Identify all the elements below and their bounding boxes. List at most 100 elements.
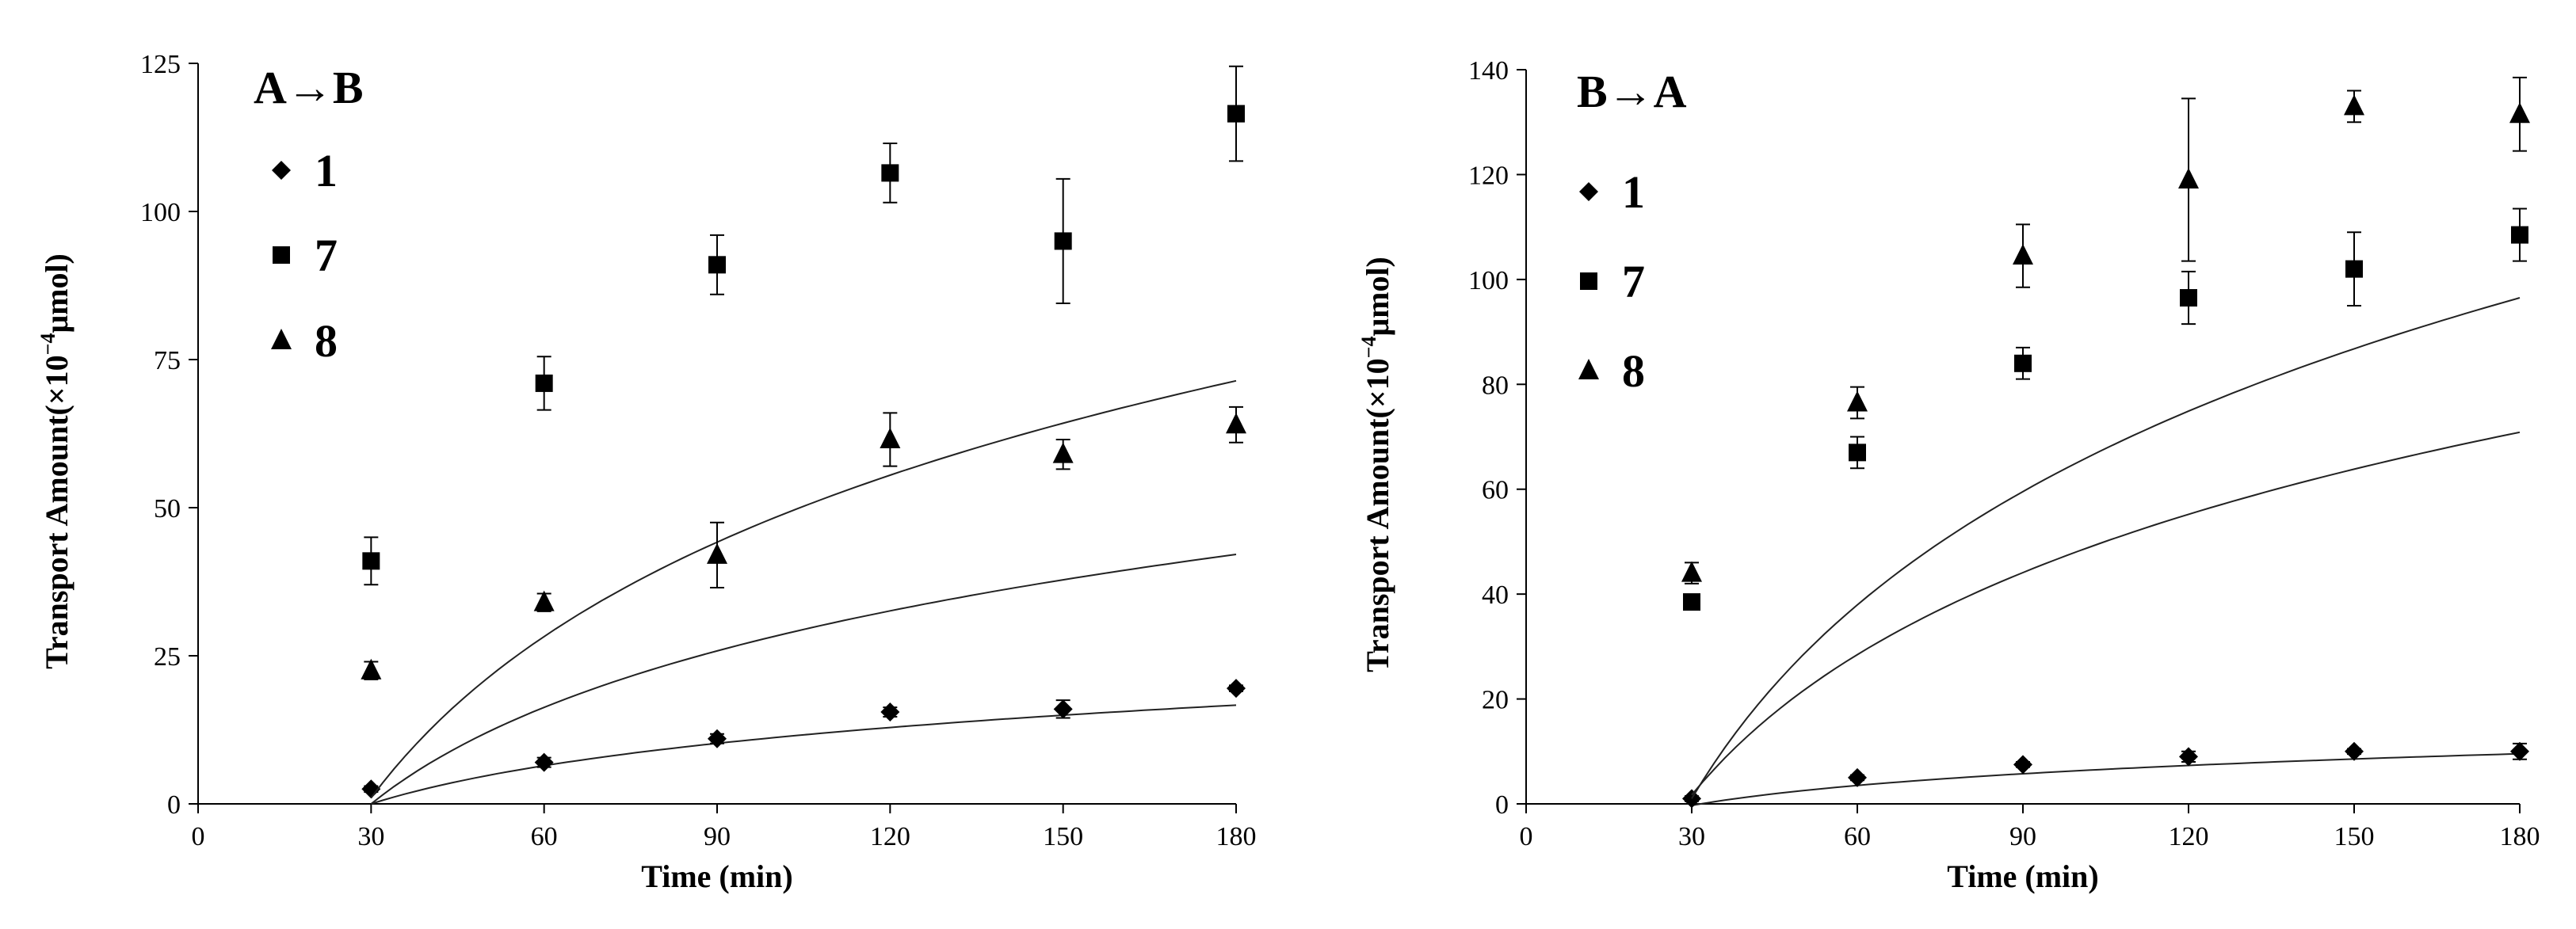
x-tick-label: 180 — [1216, 822, 1257, 851]
legend-label: 1 — [315, 145, 338, 196]
y-tick-label: 100 — [1468, 266, 1509, 295]
y-tick-label: 75 — [154, 346, 181, 375]
series-8 — [1681, 76, 2530, 799]
data-point — [708, 729, 727, 748]
series-1 — [361, 679, 1246, 805]
data-point — [533, 590, 555, 611]
data-point — [362, 552, 380, 570]
series-7 — [1683, 208, 2528, 796]
data-point — [1849, 444, 1866, 462]
x-tick-label: 180 — [2500, 822, 2540, 851]
data-point — [880, 702, 900, 722]
series-1 — [1682, 741, 2529, 809]
legend-label: 7 — [315, 230, 338, 281]
data-point — [361, 779, 381, 799]
y-tick-label: 0 — [1495, 790, 1509, 820]
legend-label: 8 — [315, 315, 338, 367]
legend-marker-square — [1580, 272, 1597, 290]
chart-panel-1: 0 25 50 75 100 125 0 30 60 90 120 150 180 Time (min) T… — [36, 50, 1257, 894]
y-axis-title-exp: −4 — [1357, 337, 1380, 359]
trendline — [371, 704, 1237, 805]
data-point — [1681, 561, 1702, 582]
trendline — [1691, 752, 2521, 806]
legend-marker-triangle — [271, 329, 292, 349]
x-tick-label: 150 — [1043, 822, 1083, 851]
data-point — [708, 256, 726, 274]
y-axis-title-main: Transport Amount( — [39, 405, 74, 669]
series-8 — [361, 405, 1246, 805]
x-tick-label: 120 — [2169, 822, 2209, 851]
y-tick-label: 50 — [154, 494, 181, 524]
data-point — [361, 658, 382, 680]
y-axis-title-x: × — [39, 386, 74, 405]
y-axis-title: Transport Amount(×10−4μmol) — [1357, 257, 1395, 672]
y-tick-label: 120 — [1468, 161, 1509, 190]
legend-label: 8 — [1622, 345, 1645, 397]
y-tick-label: 125 — [140, 50, 181, 79]
data-point — [1052, 442, 1074, 463]
data-point — [1054, 232, 1072, 250]
data-point — [1683, 593, 1700, 611]
data-point — [1227, 105, 1245, 123]
legend-marker-diamond — [272, 161, 291, 180]
x-tick-label: 90 — [2009, 822, 2036, 851]
y-axis-title: Transport Amount(×10−4μmol) — [36, 253, 74, 669]
x-tick-label: 30 — [357, 822, 384, 851]
data-point — [2344, 94, 2364, 116]
trendline — [1691, 297, 2521, 799]
x-tick-label: 0 — [192, 822, 205, 851]
data-point — [2511, 226, 2528, 244]
y-axis-title-main: Transport Amount( — [1360, 408, 1395, 672]
x-tick-label: 30 — [1678, 822, 1705, 851]
x-tick-label: 60 — [531, 822, 558, 851]
y-tick-label: 60 — [1482, 476, 1509, 505]
y-tick-label: 100 — [140, 198, 181, 227]
legend-label: 7 — [1622, 256, 1645, 307]
data-point — [1053, 699, 1073, 719]
trendline — [370, 379, 1237, 799]
x-tick-label: 90 — [704, 822, 731, 851]
y-axis-title-ten: 10 — [39, 355, 74, 386]
data-point — [881, 164, 899, 182]
trendline — [370, 554, 1237, 805]
y-tick-label: 140 — [1468, 56, 1509, 86]
y-tick-label: 80 — [1482, 371, 1509, 400]
data-point — [1848, 767, 1867, 787]
x-axis-title: Time (min) — [1947, 859, 2098, 894]
y-tick-label: 20 — [1482, 686, 1509, 715]
series-7 — [362, 65, 1245, 799]
data-point — [2345, 260, 2363, 278]
data-point — [880, 427, 901, 448]
y-tick-label: 40 — [1482, 581, 1509, 610]
data-point — [1226, 413, 1246, 434]
data-point — [1227, 679, 1246, 699]
legend-label: 1 — [1622, 166, 1645, 218]
data-point — [2179, 747, 2198, 767]
x-tick-label: 60 — [1844, 822, 1871, 851]
y-axis-title-unit: μmol) — [39, 253, 74, 333]
data-point — [2013, 244, 2033, 265]
data-point — [535, 374, 553, 392]
x-tick-label: 150 — [2334, 822, 2375, 851]
y-axis-title-exp: −4 — [36, 333, 59, 356]
y-tick-label: 0 — [167, 790, 181, 820]
data-point — [707, 543, 727, 564]
data-point — [1847, 390, 1868, 412]
panel-label: B→A — [1577, 66, 1687, 117]
x-axis-title: Time (min) — [641, 859, 792, 894]
y-axis-title-x: × — [1360, 390, 1395, 408]
data-point — [2014, 354, 2032, 372]
data-point — [2180, 289, 2197, 307]
data-point — [2509, 102, 2530, 124]
x-tick-label: 120 — [870, 822, 910, 851]
legend-marker-square — [273, 246, 290, 264]
x-tick-label: 0 — [1520, 822, 1533, 851]
y-axis-title-ten: 10 — [1360, 358, 1395, 390]
data-point — [2013, 755, 2032, 775]
legend-marker-diamond — [1579, 182, 1598, 201]
y-tick-label: 25 — [154, 642, 181, 672]
data-point — [534, 752, 554, 772]
data-point — [2510, 741, 2529, 761]
